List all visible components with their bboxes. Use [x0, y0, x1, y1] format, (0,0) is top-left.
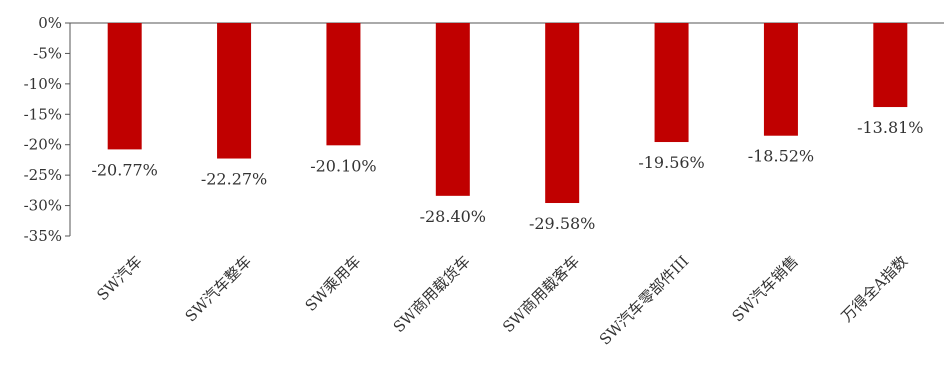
- category-label: SW乘用车: [302, 252, 365, 315]
- category-label: SW汽车整车: [182, 252, 255, 325]
- data-label: -29.58%: [529, 214, 595, 233]
- data-label: -20.77%: [91, 160, 157, 179]
- y-tick-label: 0%: [38, 14, 62, 32]
- y-axis: 0% -5% -10% -15% -20% -25% -30% -35%: [24, 14, 71, 245]
- data-label: -19.56%: [638, 153, 704, 172]
- y-tick-label: -30%: [24, 197, 62, 215]
- bar: [654, 23, 689, 143]
- category-label: SW汽车: [93, 252, 145, 304]
- y-tick-label: -25%: [24, 166, 62, 184]
- bar: [873, 23, 908, 108]
- y-tick-label: -20%: [24, 136, 62, 154]
- y-tick-label: -10%: [24, 75, 62, 93]
- data-label: -20.10%: [310, 156, 376, 175]
- y-tick-label: -5%: [33, 44, 62, 62]
- category-label: SW汽车零部件III: [596, 252, 693, 349]
- category-label: 万得全A指数: [838, 252, 911, 325]
- category-label: SW商用载货车: [390, 252, 474, 336]
- data-label: -13.81%: [857, 118, 923, 137]
- data-label: -22.27%: [201, 170, 267, 189]
- data-labels: -20.77% -22.27% -20.10% -28.40% -29.58% -19.5…: [91, 118, 923, 233]
- bar: [107, 23, 142, 150]
- bar: [217, 23, 252, 159]
- category-label: SW商用载客车: [499, 252, 583, 336]
- category-label: SW汽车销售: [728, 252, 801, 325]
- data-label: -28.40%: [420, 207, 486, 226]
- bar: [326, 23, 361, 146]
- bars: [107, 23, 908, 204]
- data-label: -18.52%: [748, 147, 814, 166]
- y-tick-label: -15%: [24, 105, 62, 123]
- y-tick-label: -35%: [24, 227, 62, 245]
- bar: [763, 23, 798, 136]
- category-labels: SW汽车 SW汽车整车 SW乘用车 SW商用载货车 SW商用载客车 SW汽车零部件III S…: [93, 252, 911, 349]
- bar: [545, 23, 580, 204]
- bar: [435, 23, 470, 196]
